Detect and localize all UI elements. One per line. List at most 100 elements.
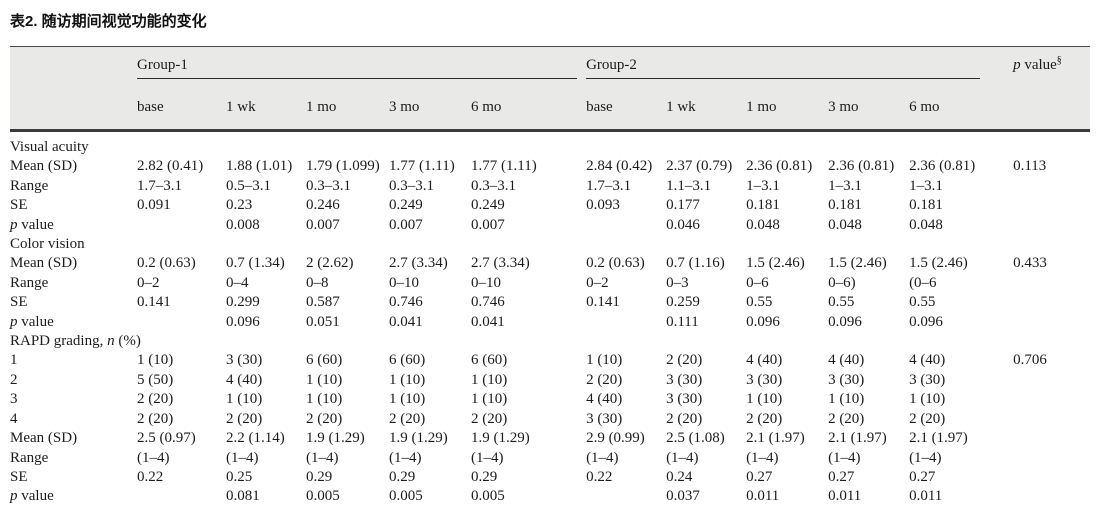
- pvalue-cell: [1013, 196, 1090, 215]
- data-cell: (1–4): [909, 449, 942, 466]
- col-header-g2-1mo: 1 mo: [746, 95, 829, 131]
- data-cell: 1 (10): [828, 391, 865, 408]
- col-header-g1-6mo: 6 mo: [471, 95, 587, 131]
- data-cell: 0.2 (0.63): [586, 255, 645, 272]
- data-cell: 0.55: [828, 294, 855, 311]
- table-row: p value 0.008 0.007 0.007 0.007 0.046 0.048 0.0…: [10, 216, 1090, 235]
- data-cell: 2 (20): [666, 410, 703, 427]
- data-cell: 4 (40): [586, 391, 623, 408]
- table-row: Mean (SD) 0.2 (0.63) 0.7 (1.34) 2 (2.62) 2.7…: [10, 254, 1090, 273]
- data-cell: [586, 487, 666, 513]
- data-cell: 1.7–3.1: [586, 177, 632, 194]
- data-cell: 1.77 (1.11): [389, 158, 455, 175]
- data-cell: 2 (20): [137, 410, 174, 427]
- data-cell: 2 (20): [746, 410, 783, 427]
- pvalue-cell: [1013, 177, 1090, 196]
- row-label: p value: [10, 313, 54, 330]
- data-cell: 1 (10): [909, 391, 946, 408]
- data-cell: 0.096: [828, 313, 862, 330]
- data-cell: (1–4): [666, 449, 699, 466]
- data-cell: [586, 216, 666, 235]
- group1-label: Group-1: [137, 57, 188, 73]
- data-cell: 0.048: [909, 216, 943, 233]
- row-label: p value: [10, 216, 54, 233]
- data-cell: 0.27: [909, 468, 936, 485]
- data-cell: 0.005: [389, 488, 423, 505]
- col-header-g1-1mo: 1 mo: [306, 95, 389, 131]
- data-cell: 1 (10): [389, 371, 426, 388]
- table-header: Group-1 Group-2 p value§ base 1 wk 1 mo …: [10, 46, 1091, 131]
- data-cell: 0.55: [746, 294, 773, 311]
- data-cell: 2 (20): [586, 371, 623, 388]
- data-cell: 0.141: [137, 294, 171, 311]
- col-header-g2-6mo: 6 mo: [909, 95, 1014, 131]
- data-cell: 0.259: [666, 294, 700, 311]
- row-label: p value: [10, 488, 54, 505]
- data-cell: 2.36 (0.81): [746, 158, 813, 175]
- data-cell: 0.007: [471, 216, 505, 233]
- data-cell: 2 (20): [389, 410, 426, 427]
- data-cell: 0.3–3.1: [471, 177, 516, 194]
- row-label: SE: [10, 468, 28, 485]
- header-label-spacer: [10, 46, 137, 95]
- data-cell: 1.88 (1.01): [226, 158, 293, 175]
- data-cell: [586, 313, 666, 332]
- data-cell: 0.29: [306, 468, 333, 485]
- data-cell: 0.096: [226, 313, 260, 330]
- section-label: RAPD grading, n (%): [10, 333, 141, 350]
- data-cell: 2.7 (3.34): [471, 255, 530, 272]
- data-cell: 1.79 (1.099): [306, 158, 380, 175]
- data-cell: 0.23: [226, 197, 253, 214]
- data-cell: (1–4): [828, 449, 861, 466]
- data-cell: 1.5 (2.46): [746, 255, 805, 272]
- table-row: 2 5 (50) 4 (40) 1 (10) 1 (10) 1 (10) 2 (20) 3 (…: [10, 371, 1090, 390]
- pvalue-cell: [1013, 468, 1090, 487]
- row-label: 3: [10, 391, 18, 408]
- data-cell: (1–4): [586, 449, 619, 466]
- data-cell: 2 (20): [828, 410, 865, 427]
- data-cell: 0–8: [306, 274, 329, 291]
- col-header-g1-1wk: 1 wk: [226, 95, 306, 131]
- data-cell: (1–4): [389, 449, 422, 466]
- data-cell: 0.25: [226, 468, 253, 485]
- data-cell: 3 (30): [746, 371, 783, 388]
- data-cell: 0.011: [909, 488, 943, 505]
- data-cell: (1–4): [471, 449, 504, 466]
- followup-visual-function-table: Group-1 Group-2 p value§ base 1 wk 1 mo …: [10, 46, 1091, 513]
- data-cell: 0.3–3.1: [306, 177, 351, 194]
- row-label: Mean (SD): [10, 158, 78, 175]
- data-cell: 0.011: [746, 488, 780, 505]
- data-cell: 0–6: [746, 274, 769, 291]
- table-row: p value 0.081 0.005 0.005 0.005 0.037 0.011 0.0…: [10, 487, 1090, 513]
- data-cell: 2 (20): [471, 410, 508, 427]
- data-cell: 2.5 (0.97): [137, 430, 196, 447]
- data-cell: (1–4): [746, 449, 779, 466]
- row-label: SE: [10, 294, 28, 311]
- data-cell: 3 (30): [666, 391, 703, 408]
- row-label: Range: [10, 177, 49, 194]
- data-cell: 0.249: [471, 197, 505, 214]
- section-header-row: Visual acuity: [10, 131, 1090, 158]
- pvalue-cell: 0.706: [1013, 352, 1047, 369]
- data-cell: (1–4): [306, 449, 339, 466]
- data-cell: 1.77 (1.11): [471, 158, 537, 175]
- data-cell: 0.746: [471, 294, 505, 311]
- data-cell: 1 (10): [137, 352, 174, 369]
- col-header-g1-base: base: [137, 95, 226, 131]
- data-cell: 0.046: [666, 216, 700, 233]
- data-cell: [137, 313, 226, 332]
- data-cell: 1–3.1: [828, 177, 862, 194]
- data-cell: 1.5 (2.46): [909, 255, 968, 272]
- table-row: Mean (SD) 2.5 (0.97) 2.2 (1.14) 1.9 (1.29) 1…: [10, 429, 1090, 448]
- header-label-spacer: [10, 95, 137, 131]
- group1-header: Group-1: [137, 46, 587, 95]
- table-row: Mean (SD) 2.82 (0.41) 1.88 (1.01) 1.79 (1.0…: [10, 157, 1090, 176]
- pvalue-cell: [1013, 313, 1090, 332]
- pvalue-cell: 0.433: [1013, 255, 1047, 272]
- pvalue-cell: [1013, 449, 1090, 468]
- row-label: Range: [10, 449, 49, 466]
- data-cell: 2 (20): [137, 391, 174, 408]
- data-cell: 1.9 (1.29): [471, 430, 530, 447]
- data-cell: 0.27: [828, 468, 855, 485]
- row-label: 1: [10, 352, 18, 369]
